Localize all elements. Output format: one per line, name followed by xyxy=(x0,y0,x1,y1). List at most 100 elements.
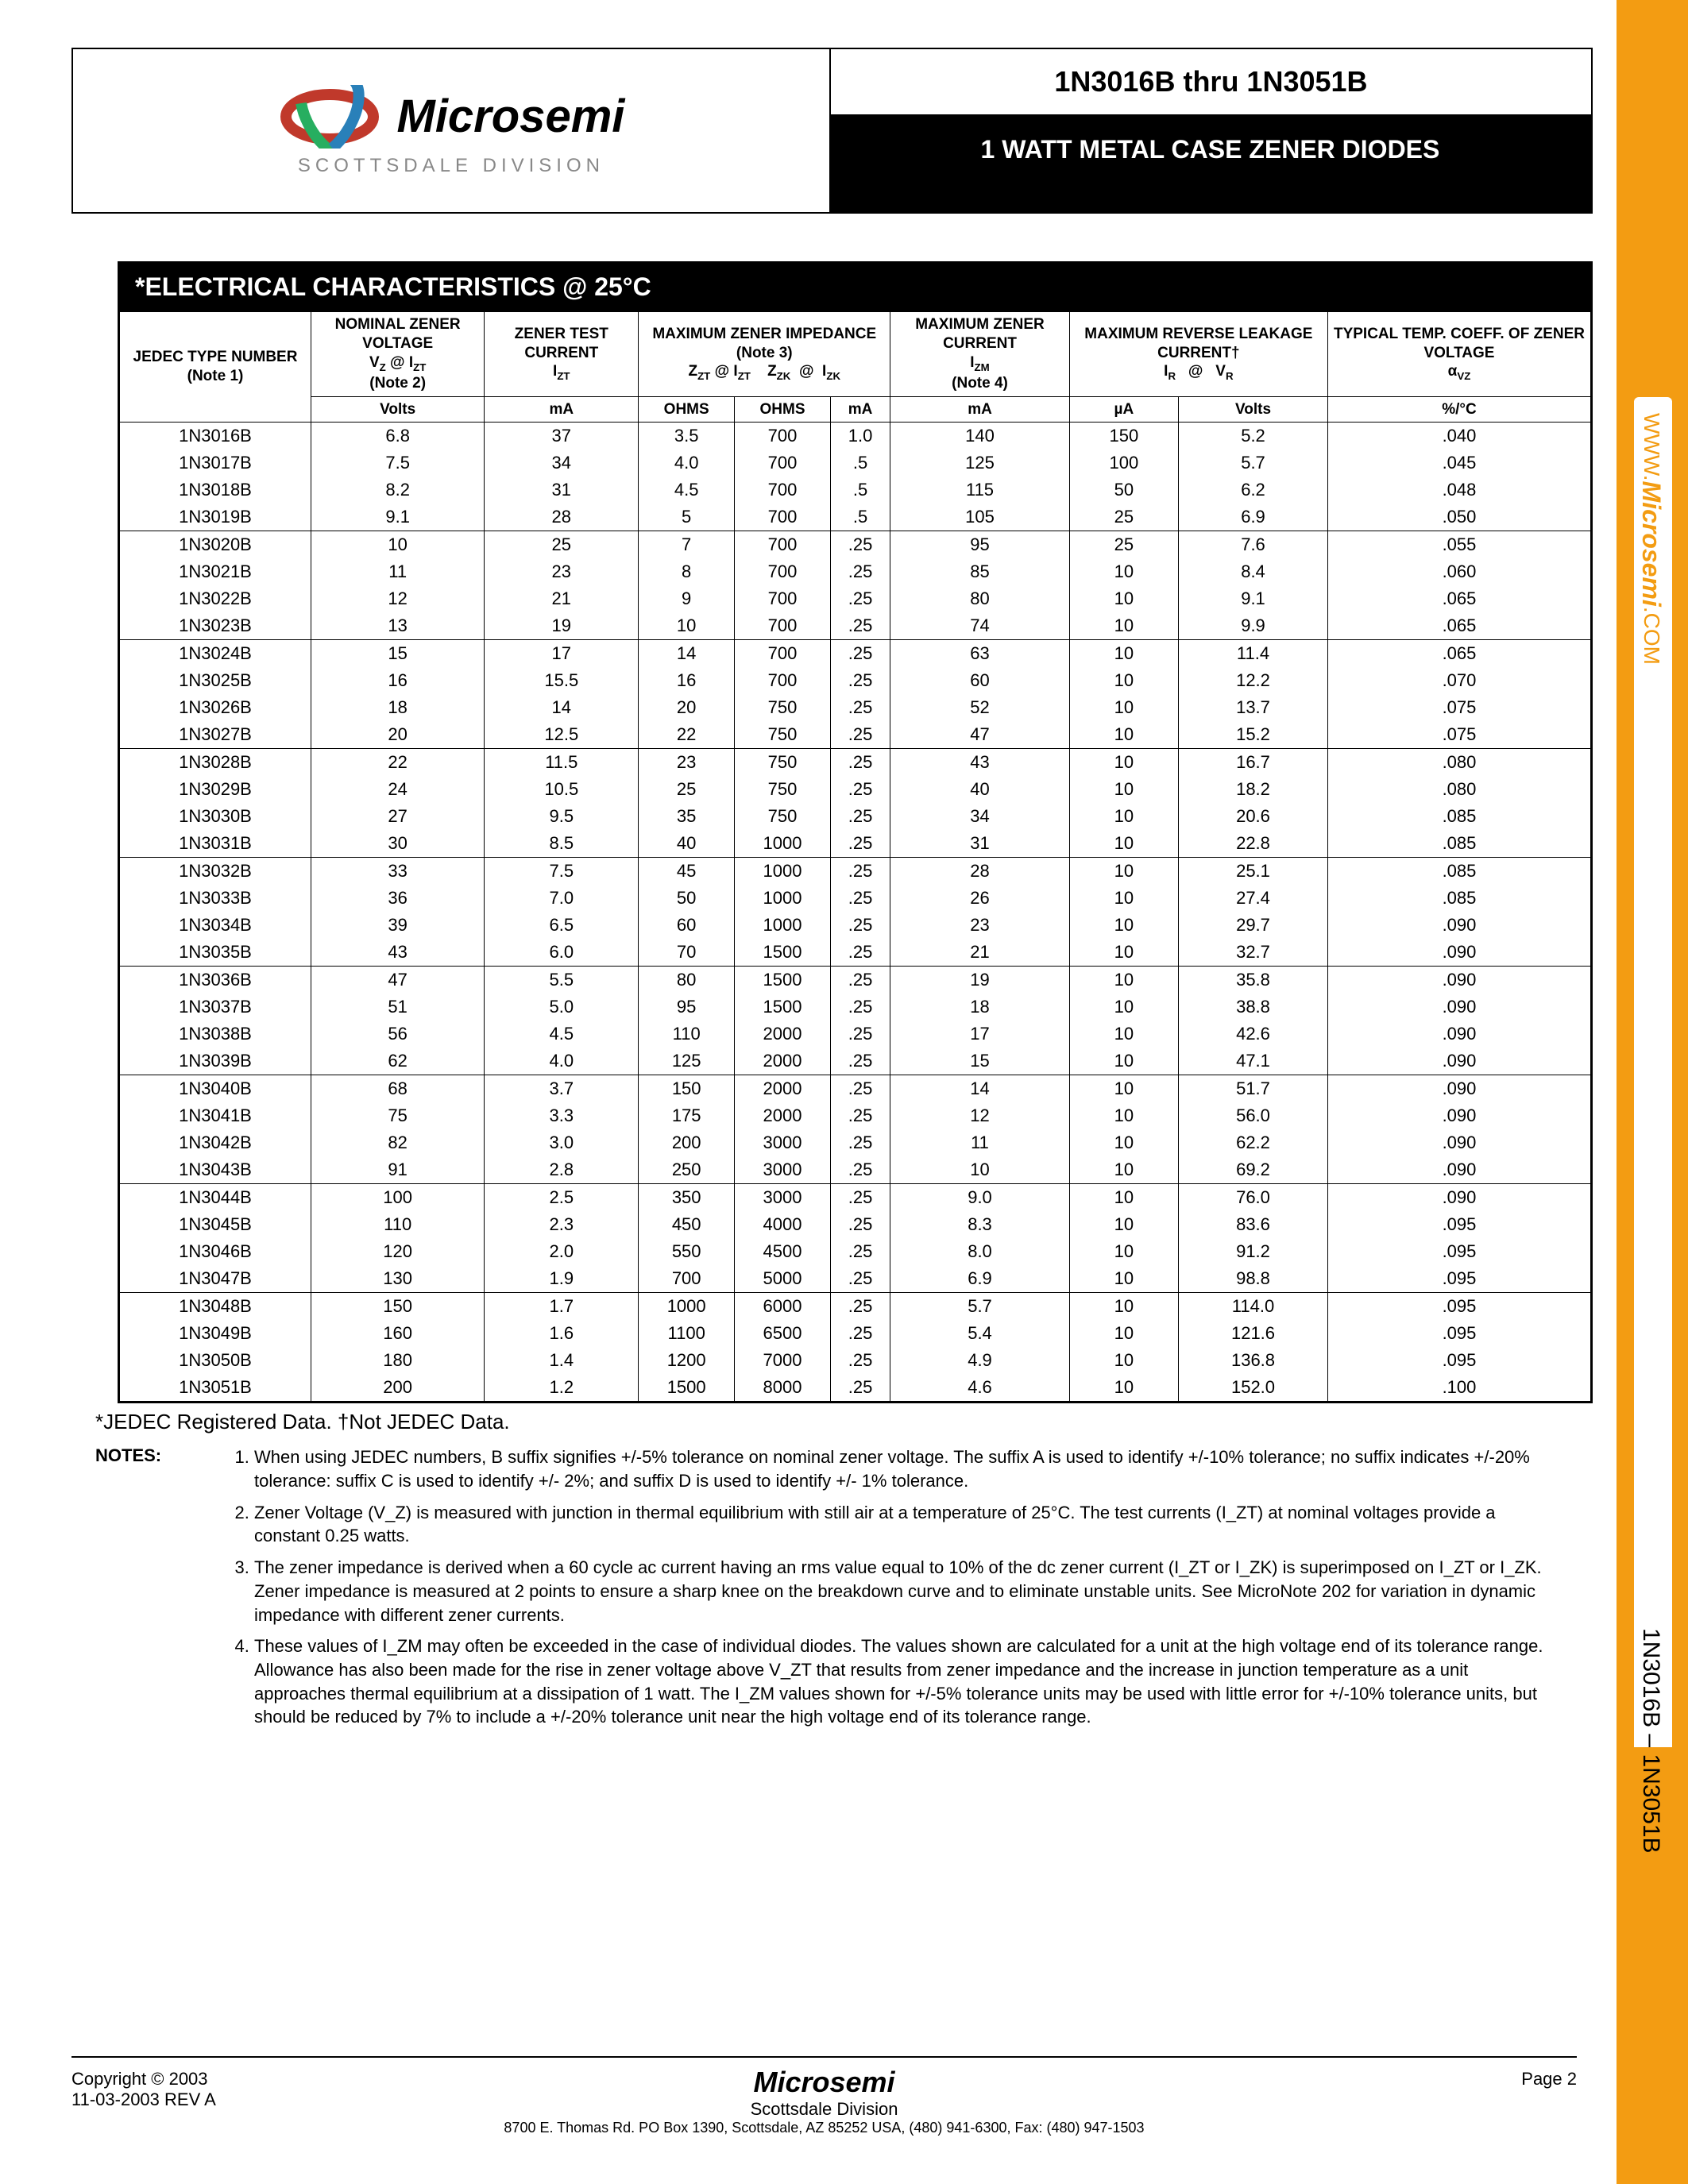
table-cell: .25 xyxy=(830,858,890,886)
table-row: 1N3016B6.8373.57001.01401505.2.040 xyxy=(120,423,1591,450)
table-cell: 52 xyxy=(890,694,1069,721)
table-cell: .080 xyxy=(1327,776,1590,803)
table-cell: 24 xyxy=(311,776,484,803)
table-cell: 47.1 xyxy=(1179,1048,1328,1075)
table-cell: 1000 xyxy=(639,1293,735,1321)
table-cell: .090 xyxy=(1327,939,1590,967)
table-cell: 3.7 xyxy=(485,1075,639,1103)
table-cell: 10 xyxy=(1069,694,1178,721)
table-cell: 3.0 xyxy=(485,1129,639,1156)
table-cell: 13.7 xyxy=(1179,694,1328,721)
table-cell: 750 xyxy=(735,803,831,830)
table-cell: 8.5 xyxy=(485,830,639,858)
table-cell: .25 xyxy=(830,1238,890,1265)
side-url: WWW.Microsemi.COM xyxy=(1636,413,1666,665)
table-row: 1N3051B2001.215008000.254.610152.0.100 xyxy=(120,1374,1591,1402)
table-cell: 4.0 xyxy=(639,450,735,477)
table-cell: .090 xyxy=(1327,1156,1590,1184)
table-cell: .25 xyxy=(830,1048,890,1075)
table-cell: 18.2 xyxy=(1179,776,1328,803)
table-cell: 6.8 xyxy=(311,423,484,450)
table-cell: 10 xyxy=(1069,585,1178,612)
brand-name: Microsemi xyxy=(397,90,625,143)
table-cell: 51.7 xyxy=(1179,1075,1328,1103)
table-cell: 350 xyxy=(639,1184,735,1212)
table-row: 1N3026B181420750.25521013.7.075 xyxy=(120,694,1591,721)
table-row: 1N3040B683.71502000.25141051.7.090 xyxy=(120,1075,1591,1103)
table-cell: 700 xyxy=(735,531,831,559)
table-cell: 28 xyxy=(890,858,1069,886)
table-cell: 1N3048B xyxy=(120,1293,311,1321)
table-cell: 1N3021B xyxy=(120,558,311,585)
table-cell: .25 xyxy=(830,1265,890,1293)
table-cell: 19 xyxy=(485,612,639,640)
table-cell: 56.0 xyxy=(1179,1102,1328,1129)
table-cell: 1N3022B xyxy=(120,585,311,612)
table-cell: 1N3033B xyxy=(120,885,311,912)
table-row: 1N3034B396.5601000.25231029.7.090 xyxy=(120,912,1591,939)
table-cell: .090 xyxy=(1327,1075,1590,1103)
table-cell: 10 xyxy=(1069,776,1178,803)
table-cell: .25 xyxy=(830,939,890,967)
table-cell: 700 xyxy=(735,477,831,504)
table-cell: 1N3037B xyxy=(120,994,311,1021)
table-cell: 10 xyxy=(1069,1265,1178,1293)
table-cell: .065 xyxy=(1327,585,1590,612)
bullet-icon xyxy=(71,823,86,842)
table-cell: 105 xyxy=(890,504,1069,531)
table-cell: 75 xyxy=(311,1102,484,1129)
table-cell: 10 xyxy=(1069,1211,1178,1238)
table-body: 1N3016B6.8373.57001.01401505.2.0401N3017… xyxy=(120,423,1591,1402)
characteristics-table: JEDEC TYPE NUMBER (Note 1) NOMINAL ZENER… xyxy=(119,311,1591,1402)
table-cell: 8.3 xyxy=(890,1211,1069,1238)
table-cell: .25 xyxy=(830,1021,890,1048)
table-cell: .25 xyxy=(830,1211,890,1238)
table-cell: 12.5 xyxy=(485,721,639,749)
footer-left: Copyright © 2003 11-03-2003 REV A xyxy=(71,2069,216,2110)
table-cell: 25 xyxy=(1069,531,1178,559)
table-cell: 15 xyxy=(311,640,484,668)
table-cell: 19 xyxy=(890,967,1069,994)
table-cell: 1.6 xyxy=(485,1320,639,1347)
note-item: Zener Voltage (V_Z) is measured with jun… xyxy=(254,1501,1561,1548)
table-cell: .25 xyxy=(830,749,890,777)
table-cell: 1N3041B xyxy=(120,1102,311,1129)
notes-list: When using JEDEC numbers, B suffix signi… xyxy=(254,1445,1561,1737)
table-cell: 200 xyxy=(639,1129,735,1156)
table-cell: .25 xyxy=(830,1320,890,1347)
table-row: 1N3024B151714700.25631011.4.065 xyxy=(120,640,1591,668)
table-cell: .25 xyxy=(830,803,890,830)
table-row: 1N3031B308.5401000.25311022.8.085 xyxy=(120,830,1591,858)
table-cell: .095 xyxy=(1327,1347,1590,1374)
table-cell: 4.6 xyxy=(890,1374,1069,1402)
note-item: These values of I_ZM may often be exceed… xyxy=(254,1634,1561,1729)
unit-ma3: mA xyxy=(890,396,1069,423)
table-cell: .045 xyxy=(1327,450,1590,477)
header-left: Microsemi SCOTTSDALE DIVISION xyxy=(73,49,829,212)
table-cell: 23 xyxy=(890,912,1069,939)
table-cell: 4500 xyxy=(735,1238,831,1265)
table-cell: 70 xyxy=(639,939,735,967)
table-cell: 1N3026B xyxy=(120,694,311,721)
footer-center: Microsemi Scottsdale Division 8700 E. Th… xyxy=(71,2066,1577,2136)
table-cell: 63 xyxy=(890,640,1069,668)
unit-ua: µA xyxy=(1069,396,1178,423)
table-cell: 10 xyxy=(1069,1102,1178,1129)
table-cell: 15 xyxy=(890,1048,1069,1075)
table-cell: 10 xyxy=(1069,1021,1178,1048)
table-cell: 98.8 xyxy=(1179,1265,1328,1293)
table-cell: .090 xyxy=(1327,1021,1590,1048)
table-cell: 1000 xyxy=(735,885,831,912)
table-cell: .080 xyxy=(1327,749,1590,777)
table-cell: 4.5 xyxy=(485,1021,639,1048)
table-cell: 9 xyxy=(639,585,735,612)
table-cell: 2.3 xyxy=(485,1211,639,1238)
table-cell: 1200 xyxy=(639,1347,735,1374)
table-cell: 12 xyxy=(890,1102,1069,1129)
table-cell: 6.2 xyxy=(1179,477,1328,504)
table-cell: 10 xyxy=(1069,667,1178,694)
table-cell: 16 xyxy=(311,667,484,694)
table-cell: 6500 xyxy=(735,1320,831,1347)
table-cell: .065 xyxy=(1327,640,1590,668)
table-cell: 10 xyxy=(1069,1156,1178,1184)
